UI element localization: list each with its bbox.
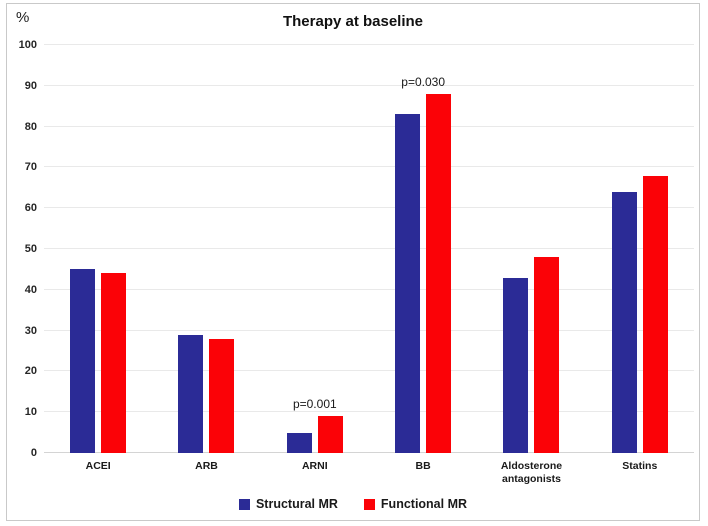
y-tick-label-60: 60 [25,202,37,214]
chart-frame: % Therapy at baseline 100908070605040302… [6,3,700,521]
bar-functional-mr-bb [426,94,451,453]
p-value-annotation: p=0.001 [293,397,337,411]
bar-group-arb: ARB [152,45,260,453]
bar-structural-mr-arni [287,433,312,453]
category-label: Aldosterone antagonists [483,460,579,486]
bar-structural-mr-arb [178,335,203,453]
y-tick-label-0: 0 [31,447,37,459]
bar-structural-mr-statins [612,192,637,453]
y-tick-label-70: 70 [25,161,37,173]
legend-label: Functional MR [381,497,467,511]
category-label: ACEI [50,460,146,473]
bar-functional-mr-arni [318,416,343,453]
y-tick-label-40: 40 [25,284,37,296]
bar-structural-mr-aldosterone-antagonists [503,278,528,453]
bar-functional-mr-acei [101,273,126,453]
p-value-annotation: p=0.030 [401,75,445,89]
bar-group-acei: ACEI [44,45,152,453]
legend: Structural MR Functional MR [7,497,699,511]
bar-structural-mr-acei [70,269,95,453]
plot-area: 1009080706050403020100ACEIARBARNIp=0.001… [44,45,694,453]
bar-functional-mr-aldosterone-antagonists [534,257,559,453]
legend-swatch-icon [364,499,375,510]
category-label: ARB [158,460,254,473]
category-label: Statins [592,460,688,473]
legend-swatch-icon [239,499,250,510]
legend-item-functional-mr: Functional MR [364,497,467,511]
y-tick-label-30: 30 [25,325,37,337]
bar-group-aldosterone-antagonists: Aldosterone antagonists [477,45,585,453]
category-label: BB [375,460,471,473]
bar-group-bb: BBp=0.030 [369,45,477,453]
legend-label: Structural MR [256,497,338,511]
bar-functional-mr-statins [643,176,668,453]
y-tick-label-20: 20 [25,365,37,377]
y-tick-label-80: 80 [25,121,37,133]
y-tick-label-50: 50 [25,243,37,255]
bar-structural-mr-bb [395,114,420,453]
legend-item-structural-mr: Structural MR [239,497,338,511]
bar-group-statins: Statins [586,45,694,453]
y-tick-label-10: 10 [25,406,37,418]
bar-group-arni: ARNIp=0.001 [261,45,369,453]
y-tick-label-100: 100 [19,39,37,51]
chart-title: Therapy at baseline [7,13,699,30]
bar-functional-mr-arb [209,339,234,453]
y-tick-label-90: 90 [25,80,37,92]
category-label: ARNI [267,460,363,473]
